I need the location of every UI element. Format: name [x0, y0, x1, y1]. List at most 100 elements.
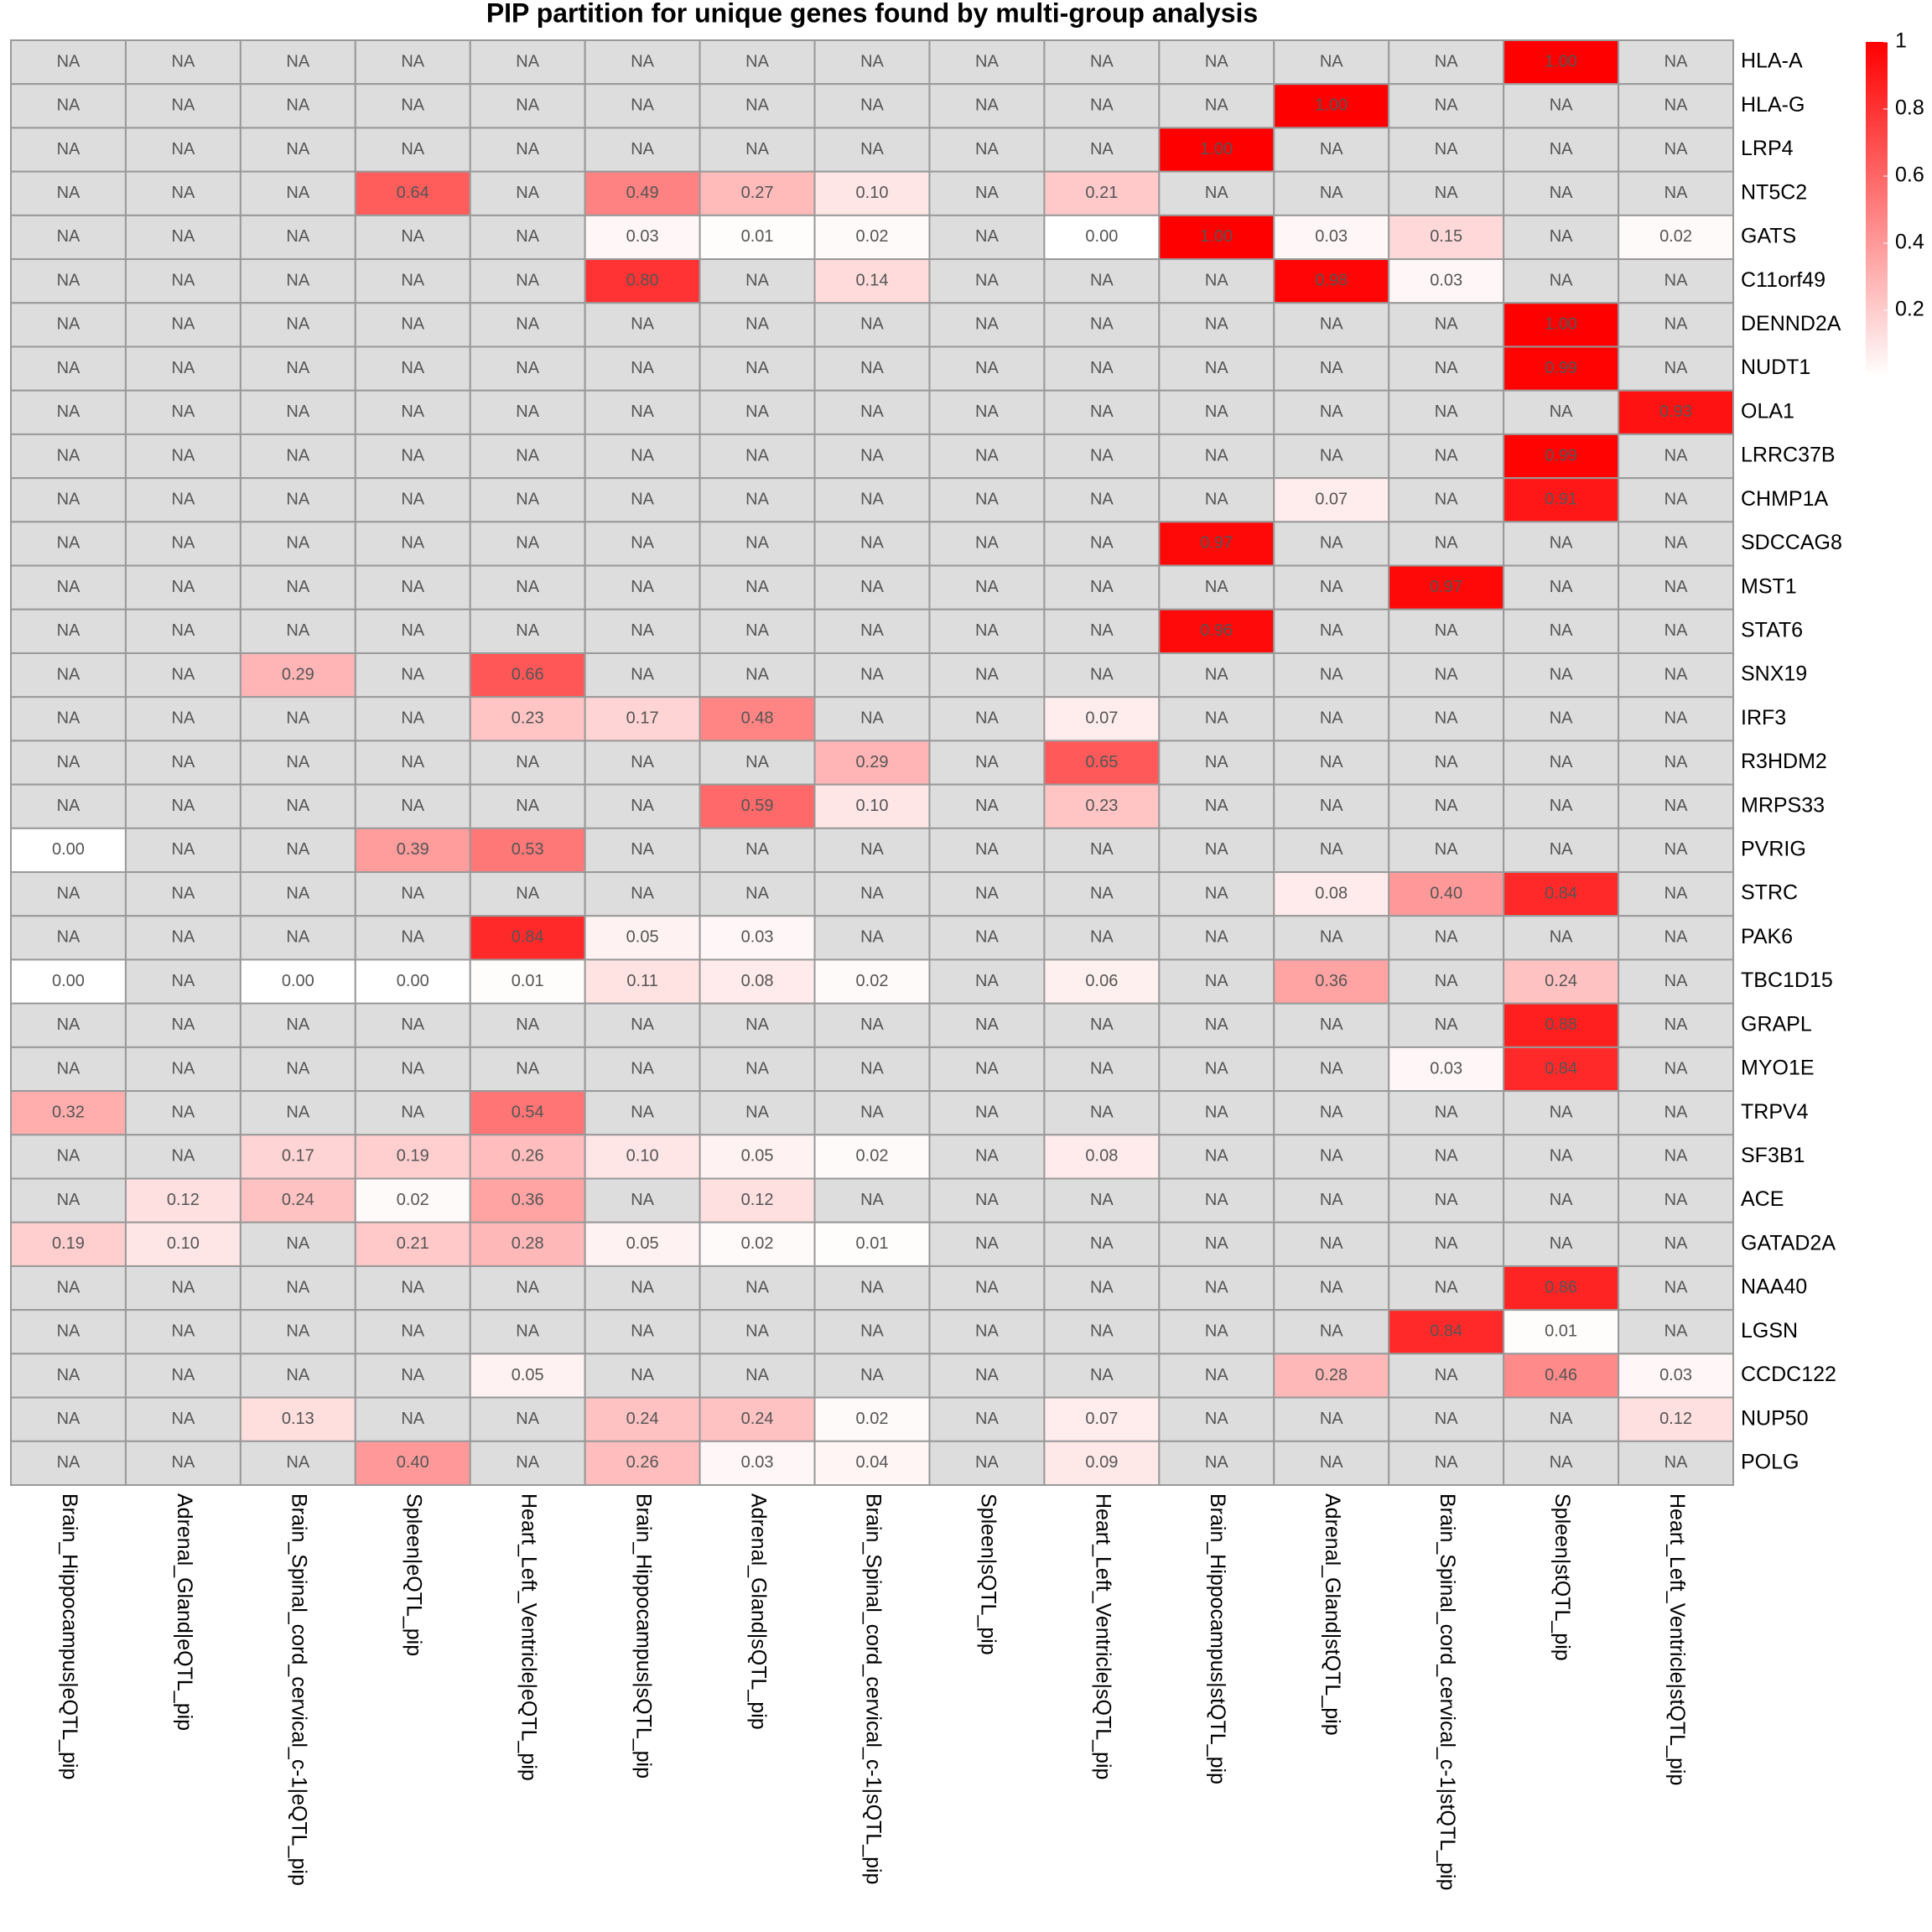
cell-label: NA: [57, 665, 80, 683]
cell: [469, 1002, 586, 1048]
cell-label: NA: [975, 96, 999, 115]
cell-label: NA: [1435, 140, 1458, 158]
cell-label: 0.03: [626, 227, 659, 246]
cell-label: 0.00: [52, 972, 85, 990]
cell-label: NA: [57, 491, 80, 509]
cell: [469, 1134, 586, 1180]
cell: [928, 1046, 1046, 1093]
cell: [1043, 39, 1161, 86]
cell: [1273, 1396, 1390, 1442]
cell: [10, 1309, 127, 1355]
cell-label: NA: [1665, 972, 1688, 990]
cell-label: NA: [745, 491, 769, 509]
cell: [1043, 783, 1161, 829]
cell: [239, 1440, 356, 1486]
cell-label: NA: [1550, 184, 1573, 202]
cell-label: NA: [1205, 840, 1228, 859]
cell-label: NA: [1090, 621, 1114, 640]
column-label: Brain_Hippocampus|stQTL_pip: [1206, 1493, 1229, 1784]
cell-label: 0.86: [1545, 1278, 1577, 1296]
cell-label: NA: [1435, 709, 1458, 728]
cell-label: NA: [1665, 491, 1688, 509]
cell: [699, 433, 816, 480]
cell: [239, 915, 356, 961]
cell-label: NA: [516, 1410, 539, 1428]
cell: [1043, 915, 1161, 961]
cell: [469, 783, 586, 829]
cell-label: NA: [1665, 271, 1688, 289]
cell-label: 0.28: [1315, 1366, 1348, 1384]
cell-label: NA: [975, 578, 999, 596]
cell-label: NA: [1550, 1103, 1573, 1121]
column-label: Adrenal_Gland|sQTL_pip: [746, 1493, 770, 1730]
cell-label: NA: [1435, 1191, 1458, 1209]
cell-label: 0.03: [741, 1453, 774, 1472]
cell-label: NA: [1205, 1278, 1228, 1296]
cell-label: NA: [516, 1322, 539, 1341]
cell-label: NA: [57, 1410, 80, 1428]
cell: [1273, 1440, 1390, 1486]
cell: [699, 477, 816, 523]
cell-label: NA: [1320, 534, 1343, 553]
cell-label: NA: [516, 1278, 539, 1296]
cell-label: NA: [57, 928, 80, 947]
cell: [124, 1440, 242, 1486]
cell: [124, 783, 242, 829]
cell: [1618, 608, 1734, 654]
legend-tick-label: 0.6: [1895, 164, 1924, 187]
cell-label: NA: [860, 315, 884, 334]
cell-label: NA: [516, 315, 539, 334]
cell: [928, 170, 1046, 216]
cell-label: NA: [57, 1147, 80, 1166]
cell-label: NA: [286, 797, 309, 815]
cell: [1618, 258, 1734, 304]
cell-label: NA: [860, 1322, 884, 1341]
cell-label: NA: [860, 665, 884, 683]
cell-label: NA: [1205, 797, 1228, 815]
cell-label: 0.97: [1430, 578, 1462, 596]
cell-label: NA: [860, 928, 884, 947]
cell-label: NA: [1205, 402, 1228, 421]
cell: [1503, 827, 1620, 874]
cell: [354, 1002, 471, 1048]
cell-label: 0.99: [1545, 359, 1577, 377]
cell-label: NA: [172, 1453, 195, 1472]
cell: [699, 345, 816, 392]
cell-label: NA: [631, 359, 654, 377]
cell: [10, 521, 127, 567]
cell: [1503, 258, 1620, 304]
cell-label: NA: [1090, 1103, 1114, 1121]
cell: [1618, 1090, 1734, 1136]
cell-label: NA: [286, 96, 309, 115]
cell-label: NA: [975, 1147, 999, 1166]
cell: [813, 1309, 931, 1355]
cell-label: NA: [1435, 446, 1458, 465]
cell-label: NA: [1665, 359, 1688, 377]
cell-label: 0.21: [1085, 184, 1118, 202]
cell-label: 0.12: [741, 1191, 774, 1209]
cell-label: NA: [172, 315, 195, 334]
cell: [10, 696, 127, 742]
cell-label: NA: [1205, 1234, 1228, 1253]
cell: [1043, 1440, 1161, 1486]
cell-label: NA: [172, 359, 195, 377]
cell: [1503, 696, 1620, 742]
cell: [1158, 1177, 1275, 1223]
cell-label: NA: [975, 1059, 999, 1078]
cell-label: NA: [1665, 884, 1688, 902]
row-label: STAT6: [1741, 618, 1803, 641]
cell-label: NA: [1205, 1103, 1228, 1121]
cell-label: NA: [1320, 184, 1343, 202]
cell-label: NA: [401, 52, 424, 70]
cell-label: NA: [1090, 1059, 1114, 1078]
cell-label: NA: [745, 578, 769, 596]
cell-label: 0.36: [1315, 972, 1348, 990]
cell: [1158, 958, 1275, 1005]
cell-label: NA: [1435, 1147, 1458, 1166]
cell-label: NA: [631, 402, 654, 421]
cell-label: NA: [401, 140, 424, 158]
cell-label: NA: [516, 402, 539, 421]
cell-label: NA: [975, 402, 999, 421]
cell-label: NA: [286, 359, 309, 377]
cell-label: NA: [975, 797, 999, 815]
